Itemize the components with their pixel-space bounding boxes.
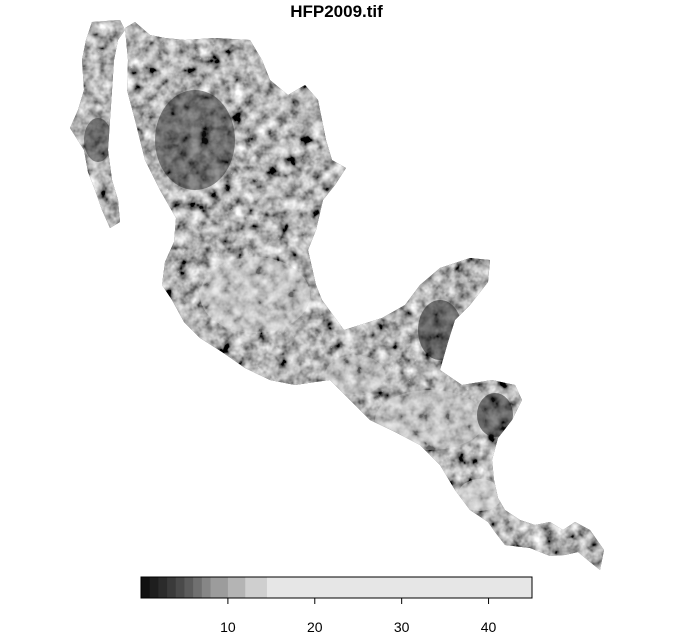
legend-tick-label: 30 xyxy=(394,619,410,635)
legend-color-step xyxy=(149,577,159,598)
legend-color-step xyxy=(227,577,246,598)
legend-color-step xyxy=(193,577,203,598)
legend-ticks: 10 20 30 40 xyxy=(220,598,497,635)
map-title: HFP2009.tif xyxy=(290,2,383,21)
legend-color-step xyxy=(175,577,185,598)
legend-color-step xyxy=(167,577,177,598)
legend-color-step xyxy=(141,577,151,598)
legend-color-step xyxy=(158,577,168,598)
legend-tick-label: 40 xyxy=(481,619,497,635)
legend-color-step xyxy=(245,577,268,598)
legend-frame xyxy=(140,576,533,599)
legend-color-step xyxy=(201,577,212,598)
legend-tick-label: 20 xyxy=(307,619,323,635)
legend-tick-label: 10 xyxy=(220,619,236,635)
legend-color-step xyxy=(184,577,194,598)
legend-color-ramp xyxy=(141,577,533,598)
legend-color-step xyxy=(210,577,229,598)
legend-color-step xyxy=(266,577,533,598)
